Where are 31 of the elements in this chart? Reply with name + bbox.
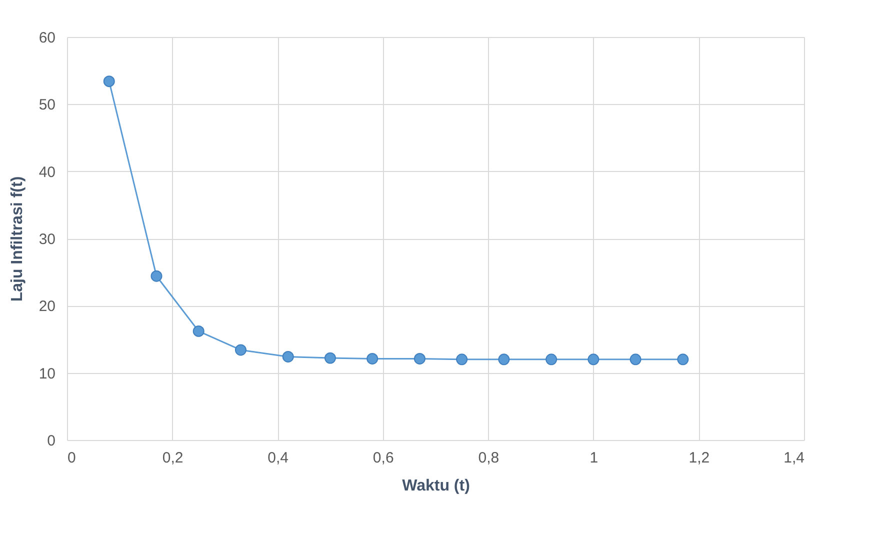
point xyxy=(103,76,115,88)
y-tick-label: 50 xyxy=(38,96,56,114)
y-tick-label: 40 xyxy=(38,164,56,181)
y-tick-label: 10 xyxy=(38,365,56,382)
x-tick-label: 0,4 xyxy=(268,450,288,466)
point xyxy=(456,354,468,366)
point xyxy=(498,354,510,366)
point xyxy=(366,352,378,364)
y-tick-label: 60 xyxy=(38,30,56,46)
point xyxy=(677,354,689,366)
point xyxy=(630,354,642,366)
x-tick-label: 1,4 xyxy=(784,450,804,466)
y-tick-label: 30 xyxy=(38,231,56,248)
x-tick-label: 0,8 xyxy=(478,450,500,466)
point xyxy=(324,352,336,364)
x-tick-label: 0,2 xyxy=(162,450,184,466)
point xyxy=(192,325,204,337)
y-axis-title: Laju Infiltrasi f(t) xyxy=(8,176,26,302)
point xyxy=(150,270,162,282)
x-tick-label: 0,6 xyxy=(372,450,394,466)
point xyxy=(546,354,558,366)
x-axis-title: Waktu (t) xyxy=(402,478,470,494)
y-tick-label: 0 xyxy=(47,432,56,450)
point xyxy=(588,354,600,366)
y-tick-label: 20 xyxy=(38,298,56,316)
x-tick-label: 1,2 xyxy=(688,450,710,466)
x-tick-label: 1 xyxy=(590,450,598,466)
point xyxy=(234,344,246,356)
point xyxy=(282,350,294,362)
point xyxy=(414,352,426,364)
x-tick-label: 0 xyxy=(68,450,76,466)
